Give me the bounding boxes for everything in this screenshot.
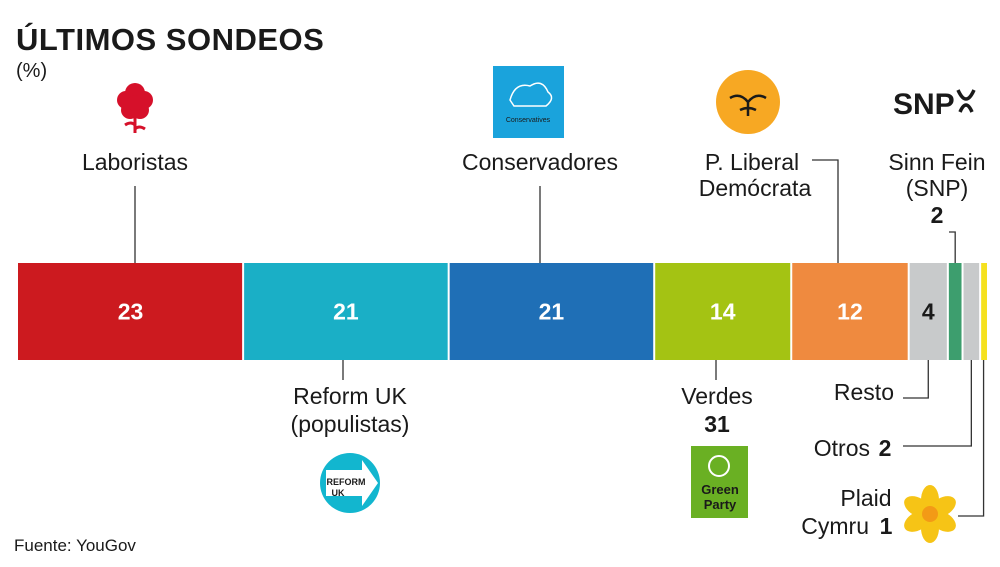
snp-symbol-icon: [956, 89, 976, 113]
label-laboristas: Laboristas: [82, 149, 188, 175]
conservatives-logo-text: Conservatives: [506, 117, 551, 124]
label-snp-line1: Sinn Fein: [888, 149, 985, 175]
label-libdem-line2: Demócrata: [699, 175, 812, 201]
bar-segment-resto: [908, 263, 948, 360]
page-title: ÚLTIMOS SONDEOS: [16, 22, 325, 57]
bar-segment-reform: [243, 263, 449, 360]
value-label-snp: 2: [931, 202, 944, 228]
leader-line-plaid: [958, 360, 985, 517]
value-label-plaid: 1: [880, 513, 893, 539]
label-libdem-line1: P. Liberal: [705, 149, 799, 175]
label-verdes: Verdes: [681, 383, 753, 409]
label-reform-line2: (populistas): [291, 411, 410, 437]
value-label-laboristas: 23: [118, 299, 144, 325]
conservatives-tree-icon: [493, 66, 564, 138]
leader-line-libdem: [812, 159, 839, 263]
label-plaid-line2: Cymru: [801, 513, 869, 539]
plaid-poppy-icon: [904, 485, 956, 543]
green-party-globe-icon: [708, 455, 730, 477]
green-logo-text-1: Green: [701, 482, 739, 497]
value-label-reform: 21: [333, 299, 359, 325]
bar-segment-laboristas: [18, 263, 244, 360]
leader-line-resto: [903, 360, 929, 399]
bar-segment-libdem: [791, 263, 909, 360]
bar-segment-verdes: [654, 263, 792, 360]
value-label-conservadores: 21: [539, 299, 565, 325]
label-plaid-line1: Plaid: [840, 485, 891, 511]
source-label: Fuente: YouGov: [14, 536, 136, 555]
bar-segment-otros: [962, 263, 981, 360]
libdem-bird-shape: [729, 94, 767, 116]
green-logo-text-2: Party: [704, 497, 737, 512]
value-label-otros: 2: [879, 435, 892, 461]
conservatives-tree-shape: [509, 82, 553, 107]
bar-segment-snp: [947, 263, 963, 360]
label-reform-line1: Reform UK: [293, 383, 407, 409]
label-resto: Resto: [834, 379, 894, 405]
bar-segment-plaid: [980, 263, 987, 360]
value-label-verdes-extra: 31: [704, 411, 730, 437]
reform-uk-arrow-icon: [326, 460, 378, 506]
label-snp-line2: (SNP): [906, 175, 969, 201]
value-label-resto: 4: [922, 299, 935, 325]
leader-line-otros: [903, 360, 972, 447]
value-label-verdes: 14: [710, 299, 736, 325]
snp-logo-icon: SNP: [893, 88, 955, 121]
green-party-logo-icon: [691, 446, 748, 518]
reform-logo-text-1: REFORM: [327, 477, 366, 487]
leader-line-snp: [949, 231, 956, 263]
label-otros: Otros: [814, 435, 870, 461]
labour-rose-icon: [117, 83, 153, 133]
bar-segment-conservadores: [448, 263, 655, 360]
reform-logo-text-2: UK: [332, 488, 345, 498]
value-label-libdem: 12: [837, 299, 863, 325]
unit-label: (%): [16, 60, 48, 82]
label-conservadores: Conservadores: [462, 149, 618, 175]
